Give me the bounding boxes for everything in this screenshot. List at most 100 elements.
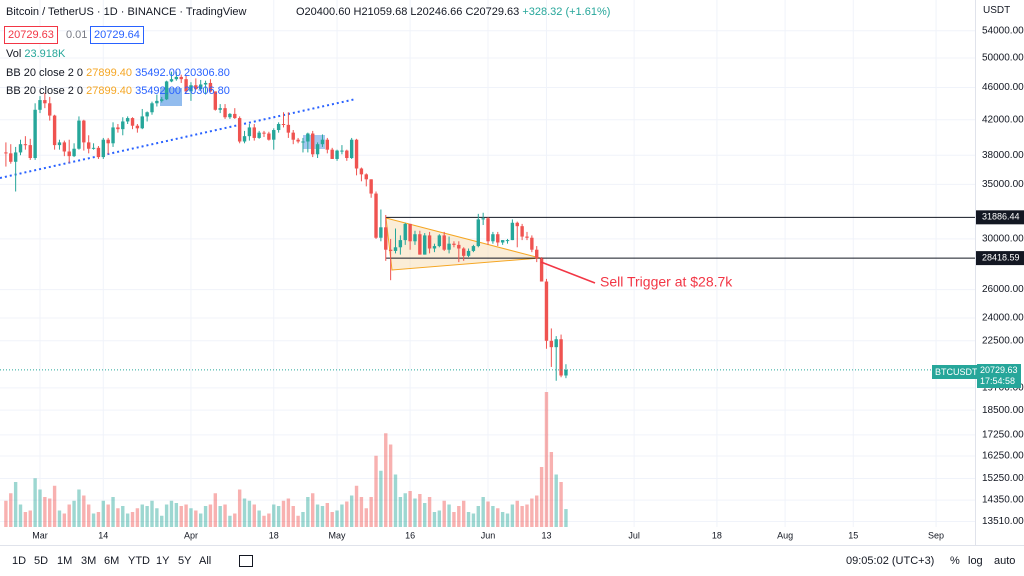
volume-bar bbox=[267, 513, 271, 527]
candle-body bbox=[145, 112, 149, 117]
candle-body bbox=[33, 109, 37, 159]
candle-body bbox=[121, 121, 125, 130]
volume-bar bbox=[544, 392, 549, 527]
candle-body bbox=[345, 150, 349, 159]
clock: 09:05:02 (UTC+3) bbox=[846, 555, 935, 567]
volume-bar bbox=[364, 508, 368, 527]
candle-body bbox=[423, 235, 427, 255]
candle-body bbox=[72, 148, 76, 157]
volume-bar bbox=[320, 506, 325, 527]
volume-bar bbox=[306, 497, 310, 527]
candle-body bbox=[164, 81, 169, 100]
volume-bar bbox=[77, 489, 81, 527]
volume-bar bbox=[252, 504, 256, 527]
range-button[interactable]: 5Y bbox=[178, 555, 192, 567]
range-button[interactable]: All bbox=[199, 555, 212, 567]
volume-bar bbox=[530, 498, 534, 527]
date-range-icon[interactable] bbox=[239, 555, 253, 567]
range-button[interactable]: 1D bbox=[12, 555, 27, 567]
candle-body bbox=[359, 168, 364, 175]
x-tick-label: Jun bbox=[481, 530, 496, 540]
y-tick-label: 22500.00 bbox=[982, 335, 1024, 346]
volume-bar bbox=[91, 513, 96, 527]
open: O20400.60 bbox=[296, 6, 351, 18]
y-tick-label: 13510.00 bbox=[982, 516, 1024, 527]
y-tick-label: 26000.00 bbox=[982, 284, 1024, 295]
volume-bar bbox=[218, 506, 222, 527]
indicator-label: BB 20 close 2 0 bbox=[6, 67, 84, 79]
candle-body bbox=[335, 150, 339, 159]
currency-menu[interactable]: USDT bbox=[983, 5, 1011, 16]
volume-bar bbox=[125, 513, 130, 527]
range-button[interactable]: YTD bbox=[128, 555, 150, 567]
volume-bar bbox=[164, 504, 169, 527]
symbol-tag: BTCUSDT bbox=[932, 365, 981, 379]
volume-bar bbox=[393, 474, 398, 527]
volume-bar bbox=[213, 493, 218, 527]
candle-body bbox=[140, 116, 144, 129]
symbol-title: Bitcoin / TetherUS · 1D · BINANCE · Trad… bbox=[6, 6, 247, 18]
candle-body bbox=[96, 147, 101, 158]
volume-bar bbox=[466, 512, 471, 527]
candle-body bbox=[320, 139, 325, 145]
candle-body bbox=[379, 227, 383, 238]
indicator-value: 20306.80 bbox=[184, 85, 230, 97]
candle-body bbox=[496, 234, 500, 243]
y-tick-label: 24000.00 bbox=[982, 313, 1024, 324]
indicator-value: 27899.40 bbox=[86, 85, 133, 97]
candle-body bbox=[457, 244, 461, 249]
candle-body bbox=[208, 82, 213, 92]
candle-body bbox=[52, 115, 57, 146]
candle-body bbox=[13, 152, 18, 162]
log-toggle[interactable]: log bbox=[968, 555, 983, 567]
x-tick-label: Mar bbox=[32, 530, 48, 540]
volume-bar bbox=[52, 485, 57, 527]
candle-body bbox=[135, 125, 140, 129]
x-tick-label: May bbox=[329, 530, 347, 540]
volume-bar bbox=[257, 510, 261, 527]
volume-bar bbox=[476, 506, 480, 527]
range-button[interactable]: 1M bbox=[57, 555, 73, 567]
range-button[interactable]: 5D bbox=[34, 555, 49, 567]
range-button[interactable]: 6M bbox=[104, 555, 120, 567]
volume-bar bbox=[491, 506, 495, 527]
range-button[interactable]: 1Y bbox=[156, 555, 170, 567]
y-tick-label: 17250.00 bbox=[982, 430, 1024, 441]
volume-bar bbox=[452, 512, 456, 527]
range-button[interactable]: 3M bbox=[81, 555, 97, 567]
volume-bar bbox=[160, 515, 164, 527]
sell-button[interactable]: 20729.63 bbox=[4, 26, 58, 44]
candle-body bbox=[286, 124, 291, 133]
volume-bar bbox=[388, 444, 393, 527]
candle-body bbox=[257, 132, 261, 138]
volume-bar bbox=[82, 495, 86, 527]
indicator-legend: BB 20 close 2 0 27899.40 35492.00 20306.… bbox=[6, 84, 230, 98]
candle-body bbox=[155, 100, 159, 104]
x-tick-label: Sep bbox=[928, 530, 944, 540]
y-tick-label: 46000.00 bbox=[982, 82, 1024, 93]
volume-bar bbox=[272, 504, 276, 527]
candle-body bbox=[174, 76, 179, 80]
volume-bar bbox=[471, 513, 476, 527]
candle-body bbox=[349, 139, 354, 159]
volume-bar bbox=[18, 504, 23, 527]
volume-bar bbox=[145, 506, 149, 527]
candle-body bbox=[491, 234, 495, 242]
x-tick-label: Aug bbox=[777, 530, 793, 540]
volume-bar bbox=[496, 508, 500, 527]
candle-body bbox=[500, 240, 505, 243]
candle-body bbox=[315, 144, 320, 155]
buy-button[interactable]: 20729.64 bbox=[90, 26, 144, 44]
candle-body bbox=[272, 130, 276, 140]
candle-body bbox=[9, 153, 13, 162]
auto-toggle[interactable]: auto bbox=[994, 555, 1016, 567]
volume-bar bbox=[208, 504, 213, 527]
candle-body bbox=[57, 142, 62, 146]
percent-toggle[interactable]: % bbox=[950, 555, 960, 567]
volume-legend: Vol 23.918K bbox=[6, 47, 65, 61]
volume-bar bbox=[23, 512, 28, 527]
indicator-legend: BB 20 close 2 0 27899.40 35492.00 20306.… bbox=[6, 66, 230, 80]
volume-bar bbox=[13, 482, 18, 527]
candle-body bbox=[530, 237, 534, 250]
